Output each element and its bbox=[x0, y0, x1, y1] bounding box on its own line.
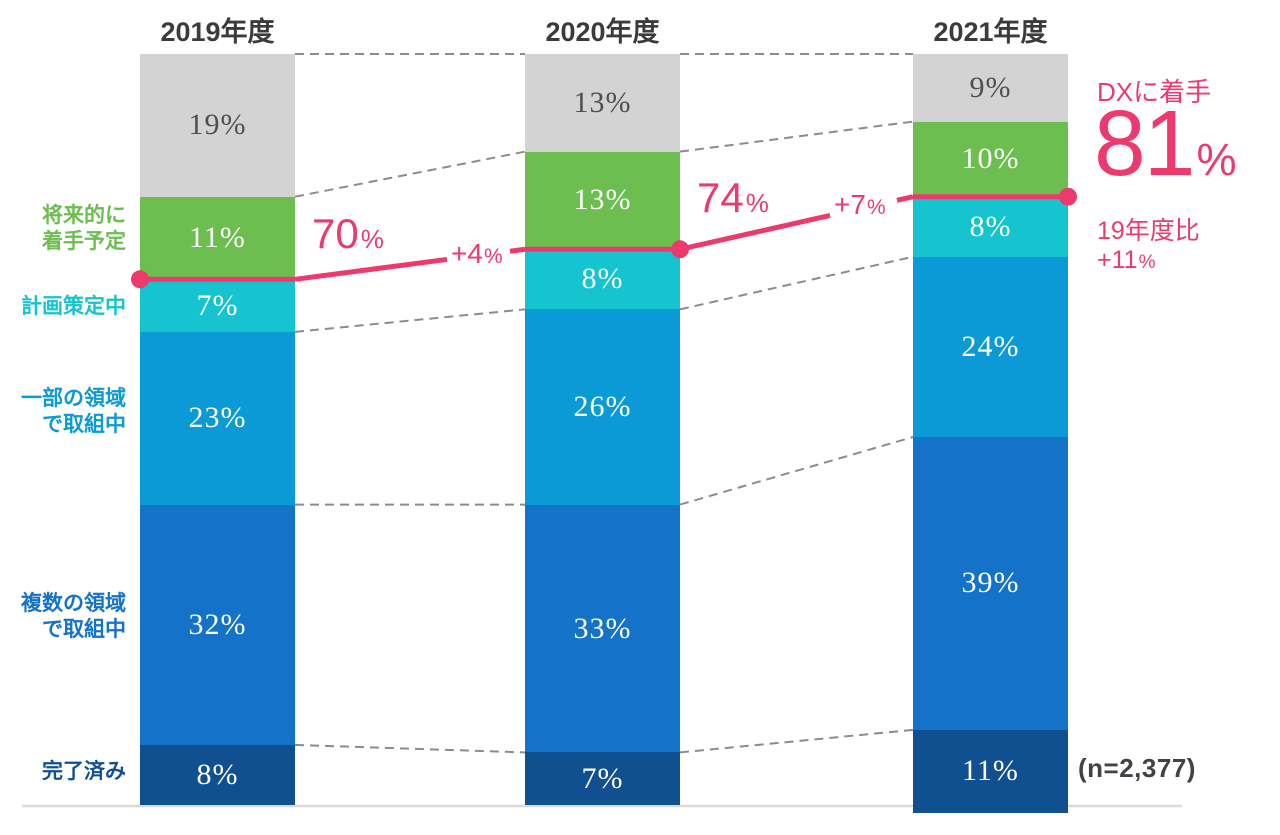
bar-segment-2020年度-s4: 33% bbox=[525, 504, 680, 753]
segment-value-label: 7% bbox=[581, 761, 624, 795]
segment-value-label: 8% bbox=[581, 262, 624, 296]
segment-value-label: 32% bbox=[188, 607, 247, 641]
segment-value-label: 13% bbox=[573, 183, 632, 217]
segment-value-label: 23% bbox=[188, 401, 247, 435]
bar-segment-2021年度-s2: 8% bbox=[913, 196, 1068, 257]
bar-segment-2020年度-s1: 13% bbox=[525, 151, 680, 250]
segment-value-label: 13% bbox=[573, 85, 632, 119]
bar-segment-2019年度-s3: 23% bbox=[140, 331, 295, 505]
segment-value-label: 10% bbox=[961, 142, 1020, 176]
bar-segment-2020年度-s3: 26% bbox=[525, 309, 680, 505]
segment-value-label: 8% bbox=[196, 757, 239, 791]
bar-segment-2019年度-s1: 11% bbox=[140, 196, 295, 280]
segment-value-label: 24% bbox=[961, 329, 1020, 363]
segment-value-label: 26% bbox=[573, 389, 632, 423]
bar-segment-2019年度-s2: 7% bbox=[140, 279, 295, 332]
segment-value-label: 11% bbox=[189, 220, 246, 254]
bar-segment-2021年度-s1: 10% bbox=[913, 121, 1068, 197]
bar-segment-2019年度-s5: 8% bbox=[140, 744, 295, 805]
segment-value-label: 9% bbox=[969, 70, 1012, 104]
bar-segment-2021年度-s5: 11% bbox=[913, 729, 1068, 813]
bar-segment-2021年度-s4: 39% bbox=[913, 437, 1068, 730]
bar-segment-2021年度-s0: 9% bbox=[913, 54, 1068, 122]
segment-value-label: 11% bbox=[962, 754, 1019, 788]
bar-segment-2020年度-s5: 7% bbox=[525, 752, 680, 805]
bar-segment-2019年度-s0: 19% bbox=[140, 54, 295, 197]
segment-value-label: 7% bbox=[196, 288, 239, 322]
segment-value-label: 33% bbox=[573, 611, 632, 645]
segment-value-label: 39% bbox=[961, 566, 1020, 600]
segment-value-label: 19% bbox=[188, 108, 247, 142]
bar-segment-2019年度-s4: 32% bbox=[140, 504, 295, 745]
segment-value-label: 8% bbox=[969, 209, 1012, 243]
bar-segment-2020年度-s2: 8% bbox=[525, 249, 680, 310]
bar-segment-2020年度-s0: 13% bbox=[525, 54, 680, 152]
bar-segment-2021年度-s3: 24% bbox=[913, 256, 1068, 437]
